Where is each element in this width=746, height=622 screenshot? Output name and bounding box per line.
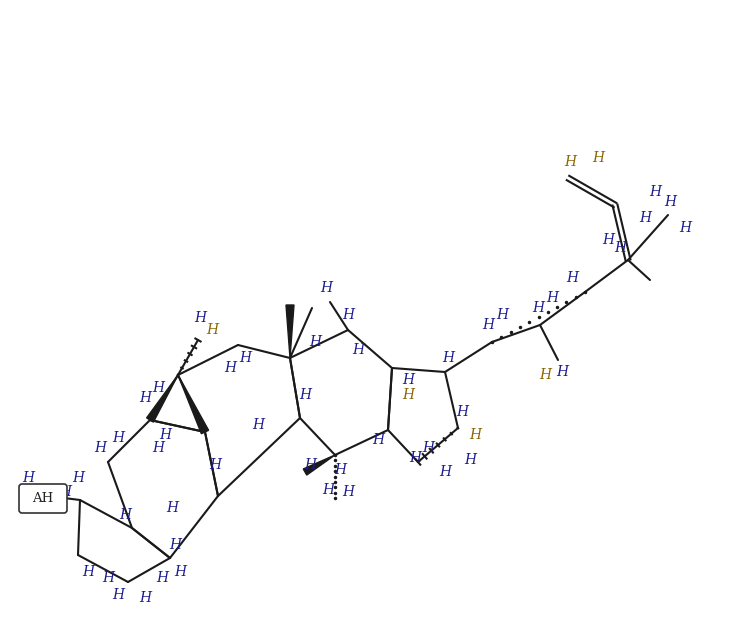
Text: H: H: [649, 185, 661, 199]
Text: H: H: [206, 323, 218, 337]
Text: H: H: [639, 211, 651, 225]
Text: H: H: [169, 538, 181, 552]
Text: H: H: [592, 151, 604, 165]
Text: H: H: [439, 465, 451, 479]
Text: H: H: [456, 405, 468, 419]
Text: H: H: [496, 308, 508, 322]
Text: H: H: [152, 381, 164, 395]
Text: H: H: [372, 433, 384, 447]
Text: H: H: [532, 301, 544, 315]
Text: H: H: [304, 458, 316, 472]
Text: H: H: [156, 571, 168, 585]
Text: H: H: [546, 291, 558, 305]
Text: H: H: [112, 588, 124, 602]
Polygon shape: [147, 375, 178, 422]
Text: H: H: [614, 241, 626, 255]
Text: H: H: [679, 221, 691, 235]
Text: H: H: [112, 431, 124, 445]
Text: H: H: [299, 388, 311, 402]
Text: H: H: [166, 501, 178, 515]
Text: H: H: [309, 335, 321, 349]
Text: H: H: [252, 418, 264, 432]
Text: H: H: [402, 373, 414, 387]
Text: H: H: [342, 308, 354, 322]
Text: H: H: [139, 591, 151, 605]
Text: H: H: [322, 483, 334, 497]
Text: H: H: [320, 281, 332, 295]
Text: H: H: [464, 453, 476, 467]
Text: H: H: [174, 565, 186, 579]
Text: H: H: [352, 343, 364, 357]
Polygon shape: [178, 375, 209, 434]
Text: H: H: [102, 571, 114, 585]
Text: H: H: [119, 508, 131, 522]
Text: H: H: [152, 441, 164, 455]
Text: H: H: [409, 451, 421, 465]
FancyBboxPatch shape: [19, 484, 67, 513]
Text: H: H: [72, 471, 84, 485]
Text: H: H: [194, 311, 206, 325]
Text: H: H: [239, 351, 251, 365]
Text: H: H: [556, 365, 568, 379]
Text: H: H: [422, 441, 434, 455]
Text: H: H: [469, 428, 481, 442]
Text: H: H: [334, 463, 346, 477]
Text: H: H: [539, 368, 551, 382]
Text: H: H: [82, 565, 94, 579]
Text: H: H: [159, 428, 171, 442]
Text: AH: AH: [32, 491, 54, 504]
Text: H: H: [482, 318, 494, 332]
Polygon shape: [304, 455, 335, 475]
Text: H: H: [94, 441, 106, 455]
Text: H: H: [224, 361, 236, 375]
Text: H: H: [22, 471, 34, 485]
Text: H: H: [342, 485, 354, 499]
Text: H: H: [564, 155, 576, 169]
Text: H: H: [209, 458, 221, 472]
Text: H: H: [664, 195, 676, 209]
Text: H: H: [442, 351, 454, 365]
Text: H: H: [602, 233, 614, 247]
Text: H: H: [139, 391, 151, 405]
Text: H: H: [402, 388, 414, 402]
Text: H: H: [566, 271, 578, 285]
Polygon shape: [286, 305, 294, 358]
Text: H: H: [59, 485, 71, 499]
